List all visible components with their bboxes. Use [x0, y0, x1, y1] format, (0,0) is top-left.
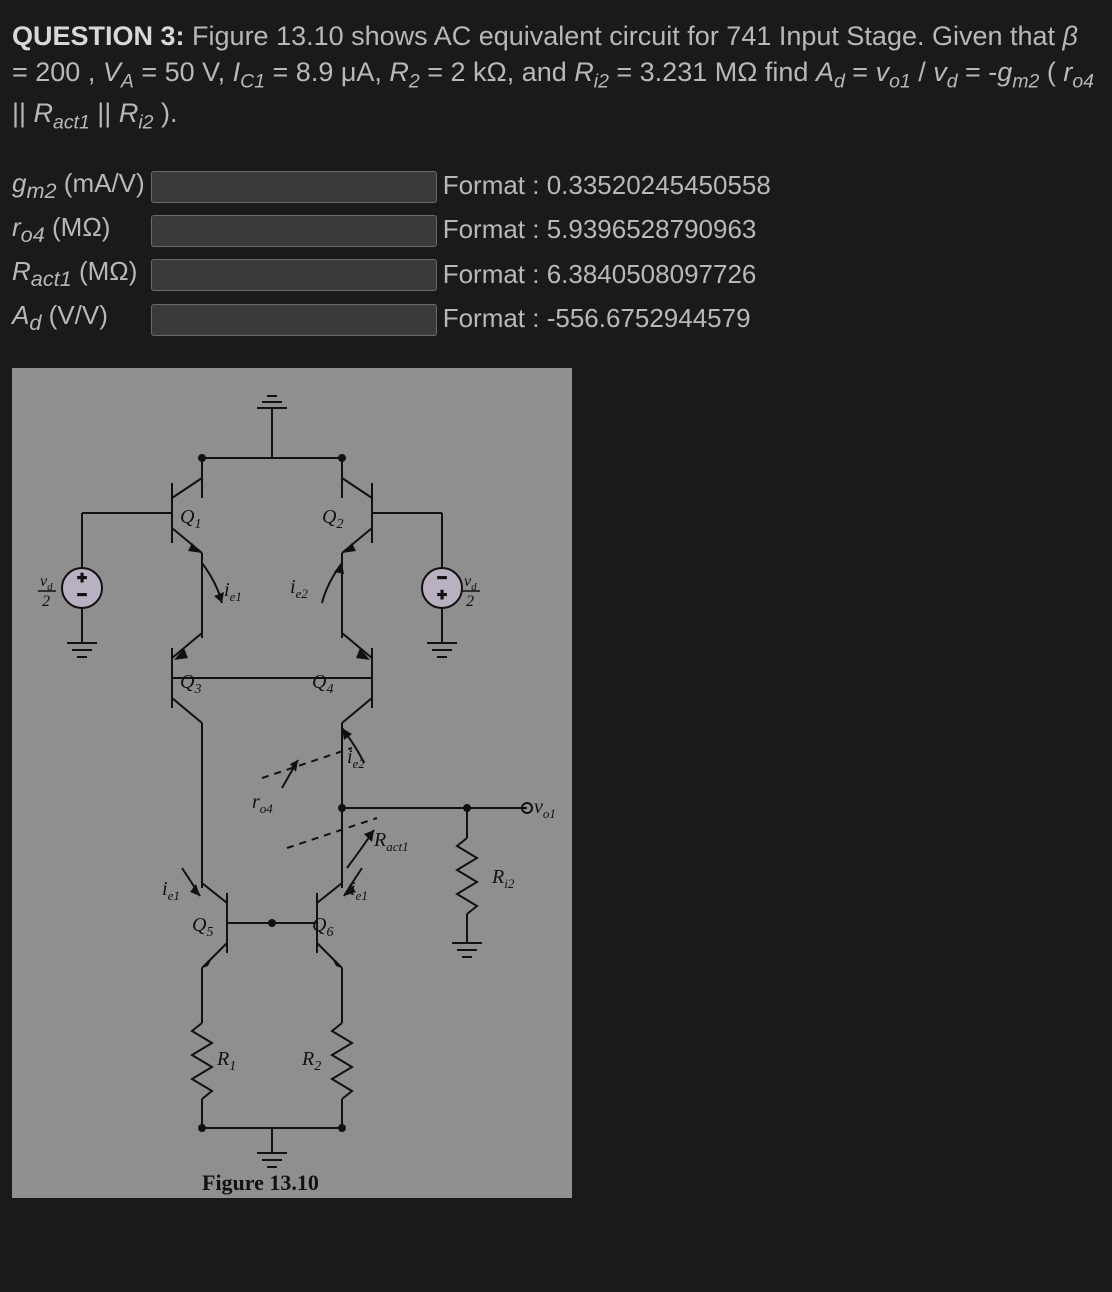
svg-text:vd: vd	[40, 573, 53, 593]
svg-text:−: −	[437, 570, 446, 587]
svg-text:Ract1: Ract1	[373, 829, 409, 854]
circuit-figure: + − − +	[12, 368, 572, 1198]
question-number: QUESTION 3:	[12, 21, 185, 51]
svg-text:ie1: ie1	[162, 878, 180, 903]
answer-input[interactable]	[151, 171, 437, 203]
svg-text:+: +	[77, 570, 86, 587]
svg-text:+: +	[437, 587, 446, 604]
field-label: Ract1 (MΩ)	[12, 252, 151, 296]
figure-caption: Figure 13.10	[202, 1170, 319, 1195]
answer-row: gm2 (mA/V) Format : 0.33520245450558	[12, 164, 777, 208]
field-label: Ad (V/V)	[12, 296, 151, 340]
svg-text:ie2: ie2	[290, 576, 308, 601]
format-hint: Format : 6.3840508097726	[443, 252, 777, 296]
answer-fields-table: gm2 (mA/V)Format : 0.33520245450558ro4 (…	[12, 164, 777, 341]
svg-text:2: 2	[466, 593, 474, 610]
format-hint: Format : 5.9396528790963	[443, 208, 777, 252]
svg-text:vo1: vo1	[534, 796, 556, 821]
answer-input[interactable]	[151, 259, 437, 291]
field-label: ro4 (MΩ)	[12, 208, 151, 252]
format-hint: Format : -556.6752944579	[443, 296, 777, 340]
field-label: gm2 (mA/V)	[12, 164, 151, 208]
answer-row: Ad (V/V) Format : -556.6752944579	[12, 296, 777, 340]
svg-text:Q5: Q5	[192, 914, 213, 940]
svg-text:vd: vd	[464, 573, 477, 593]
svg-text:ie1: ie1	[350, 878, 368, 903]
answer-row: ro4 (MΩ) Format : 5.9396528790963	[12, 208, 777, 252]
svg-text:ro4: ro4	[252, 791, 273, 816]
svg-text:Q2: Q2	[322, 506, 343, 532]
svg-text:R2: R2	[301, 1048, 321, 1074]
svg-text:ie1: ie1	[224, 579, 242, 604]
svg-text:−: −	[77, 587, 86, 604]
svg-text:Q6: Q6	[312, 914, 333, 940]
svg-text:Ri2: Ri2	[491, 866, 515, 891]
svg-text:2: 2	[42, 593, 50, 610]
answer-row: Ract1 (MΩ) Format : 6.3840508097726	[12, 252, 777, 296]
svg-text:Q4: Q4	[312, 671, 333, 697]
svg-text:R1: R1	[216, 1048, 236, 1074]
answer-input[interactable]	[151, 304, 437, 336]
svg-text:Q3: Q3	[180, 671, 201, 697]
format-hint: Format : 0.33520245450558	[443, 164, 777, 208]
answer-input[interactable]	[151, 215, 437, 247]
question-text: QUESTION 3: Figure 13.10 shows AC equiva…	[12, 18, 1100, 136]
svg-text:Q1: Q1	[180, 506, 201, 532]
